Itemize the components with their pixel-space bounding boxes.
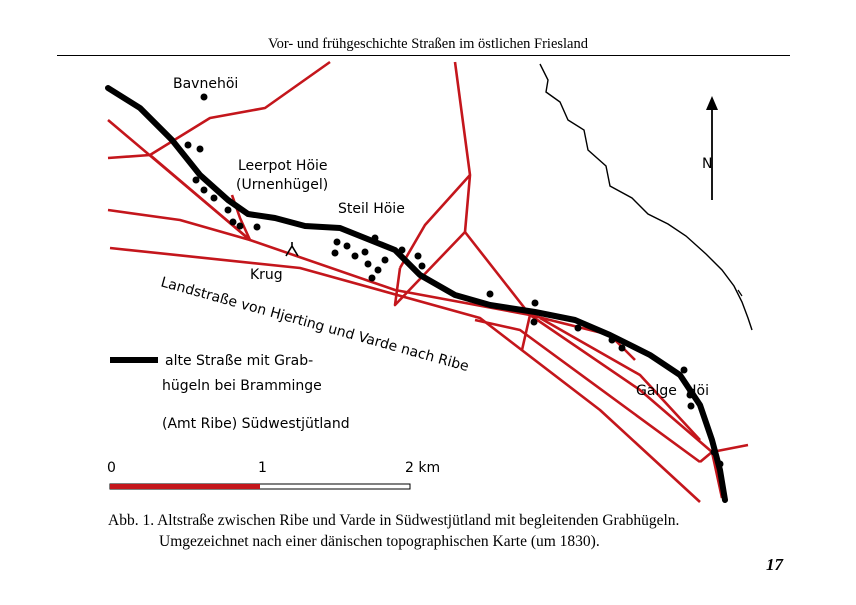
road-main-continuation: [711, 443, 749, 454]
label-leerpot-hoie: Leerpot Höie: [238, 158, 328, 174]
coastline: [539, 63, 753, 331]
krug-symbol: [285, 242, 299, 257]
road-bavnehoi: [149, 60, 331, 157]
burial-mounds: [184, 93, 724, 468]
label-galge: Galge: [636, 383, 677, 399]
scale-tick-0: 0: [107, 460, 116, 476]
road-ribe-4: [474, 318, 701, 464]
label-hoi: Höi: [686, 383, 709, 399]
north-arrow: N: [702, 96, 718, 200]
label-krug: Krug: [250, 267, 283, 283]
road-ribe-3: [539, 316, 701, 441]
road-fork: [463, 231, 532, 316]
scale-bar-red: [110, 484, 260, 489]
road-steil: [398, 174, 471, 269]
scale-tick-2: 2 km: [405, 460, 440, 476]
caption-line2: Umgezeichnet nach einer dänischen topogr…: [159, 533, 600, 550]
road-loop-east: [393, 231, 466, 307]
legend: alte Straße mit Grab- hügeln bei Brammin…: [110, 353, 350, 432]
header-rule: [57, 55, 790, 56]
road-ribe-1: [520, 314, 532, 351]
figure-caption: Abb. 1. Altstraße zwischen Ribe und Vard…: [108, 510, 808, 552]
ancient-road: [105, 85, 728, 503]
red-roads: [107, 60, 749, 503]
legend-line1: alte Straße mit Grab-: [165, 353, 313, 369]
label-urnenhugel: (Urnenhügel): [236, 177, 328, 193]
running-head: Vor- und frühgeschichte Straßen im östli…: [268, 36, 588, 52]
legend-line2: hügeln bei Bramminge: [162, 378, 322, 394]
legend-line3: (Amt Ribe) Südwestjütland: [162, 416, 350, 432]
scale-bar: 0 1 2 km: [107, 460, 440, 490]
label-bavnehoi: Bavnehöi: [173, 76, 238, 92]
road-north: [453, 61, 472, 233]
page-number: 17: [766, 555, 783, 574]
road-west-2: [107, 208, 251, 242]
coastline-inlet: [737, 289, 743, 297]
caption-line1: Abb. 1. Altstraße zwischen Ribe und Vard…: [108, 512, 680, 529]
road-lower: [109, 246, 701, 503]
scale-tick-1: 1: [258, 460, 267, 476]
label-steil-hoie: Steil Höie: [338, 201, 405, 217]
north-label: N: [702, 156, 712, 172]
mound-bavnehoi: [200, 93, 208, 101]
